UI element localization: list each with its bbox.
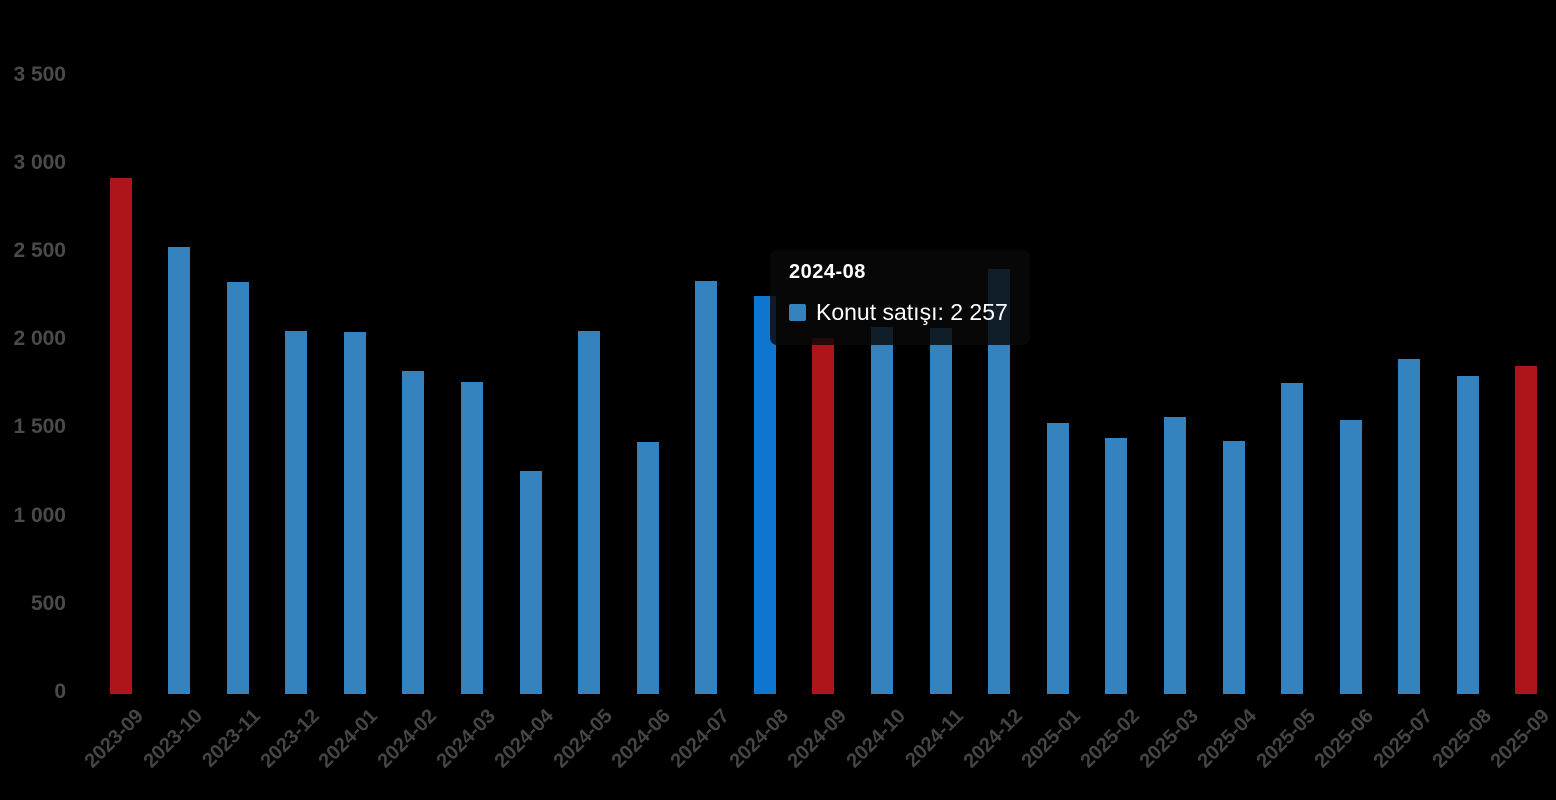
tooltip-title: 2024-08 (789, 261, 866, 283)
series-symbol-icon (789, 304, 806, 321)
x-axis-label-2025-09: 2025-09 (1486, 705, 1555, 773)
bar-2024-04[interactable] (519, 470, 542, 694)
x-axis-label-2024-05: 2024-05 (549, 705, 617, 773)
bar-2025-01[interactable] (1046, 422, 1069, 694)
bar-2024-07[interactable] (695, 280, 718, 694)
y-axis-label: 1 000 (13, 503, 66, 527)
x-axis-label-2025-01: 2025-01 (1017, 705, 1086, 773)
bar-2024-05[interactable] (578, 330, 601, 694)
tooltip: 2024-08 Konut satışı: 2 257 (770, 250, 1030, 345)
bar-2025-07[interactable] (1398, 359, 1421, 694)
x-axis-label-2024-02: 2024-02 (373, 705, 441, 773)
x-axis-label-2025-06: 2025-06 (1310, 705, 1379, 773)
bar-2024-03[interactable] (460, 381, 483, 694)
y-axis-label: 0 (54, 680, 66, 703)
x-axis-label-2024-10: 2024-10 (842, 705, 910, 773)
bar-2025-05[interactable] (1281, 382, 1304, 694)
bar-2025-09[interactable] (1515, 366, 1538, 694)
x-axis-label-2024-01: 2024-01 (314, 705, 383, 773)
tooltip-row: Konut satışı: 2 257 (789, 299, 1030, 326)
bar-2023-09[interactable] (109, 178, 132, 694)
x-axis-label-2025-04: 2025-04 (1193, 705, 1262, 773)
x-axis-label-2024-06: 2024-06 (607, 705, 676, 773)
x-axis-label-2024-03: 2024-03 (432, 705, 500, 773)
x-axis-label-2024-07: 2024-07 (666, 705, 734, 773)
bar-2024-01[interactable] (343, 331, 366, 694)
y-axis-label: 3 500 (13, 62, 66, 86)
bar-2025-08[interactable] (1456, 375, 1479, 694)
bar-2023-11[interactable] (226, 282, 249, 694)
bar-2024-10[interactable] (871, 327, 894, 694)
x-axis-label-2023-10: 2023-10 (139, 705, 207, 773)
x-axis-label-2024-04: 2024-04 (490, 705, 559, 773)
x-axis-label-2024-11: 2024-11 (901, 705, 969, 772)
bar-2024-11[interactable] (929, 328, 952, 694)
y-axis-label: 1 500 (13, 415, 66, 439)
bar-2024-02[interactable] (402, 370, 425, 694)
tooltip-value-text: Konut satışı: 2 257 (816, 299, 1008, 325)
x-axis-label-2023-09: 2023-09 (80, 705, 149, 773)
bar-2024-06[interactable] (636, 441, 659, 694)
x-axis-label-2025-08: 2025-08 (1428, 705, 1496, 773)
x-axis-label-2024-08: 2024-08 (725, 705, 793, 773)
x-axis-label-2024-12: 2024-12 (959, 705, 1027, 773)
x-axis-label-2025-02: 2025-02 (1076, 705, 1144, 773)
x-axis-label-2023-12: 2023-12 (256, 705, 324, 773)
bar-2023-12[interactable] (285, 330, 308, 694)
x-axis-label-2025-07: 2025-07 (1369, 705, 1437, 773)
y-axis-label: 2 500 (13, 239, 66, 263)
x-axis-label-2025-03: 2025-03 (1135, 705, 1203, 773)
bar-2024-12[interactable] (988, 269, 1011, 694)
y-axis-label: 3 000 (13, 150, 66, 174)
bar-2024-08[interactable] (753, 296, 776, 694)
bar-2024-09[interactable] (812, 337, 835, 694)
y-axis-label: 500 (30, 591, 66, 615)
x-axis-label-2025-05: 2025-05 (1252, 705, 1320, 773)
bar-2025-06[interactable] (1339, 419, 1362, 694)
x-axis-label-2024-09: 2024-09 (783, 705, 852, 773)
x-axis-label-2023-11: 2023-11 (198, 705, 266, 772)
bar-2025-02[interactable] (1105, 438, 1128, 694)
bar-2023-10[interactable] (168, 247, 191, 694)
bar-2025-03[interactable] (1163, 417, 1186, 694)
bar-2025-04[interactable] (1222, 441, 1245, 694)
y-axis-label: 2 000 (13, 327, 66, 351)
